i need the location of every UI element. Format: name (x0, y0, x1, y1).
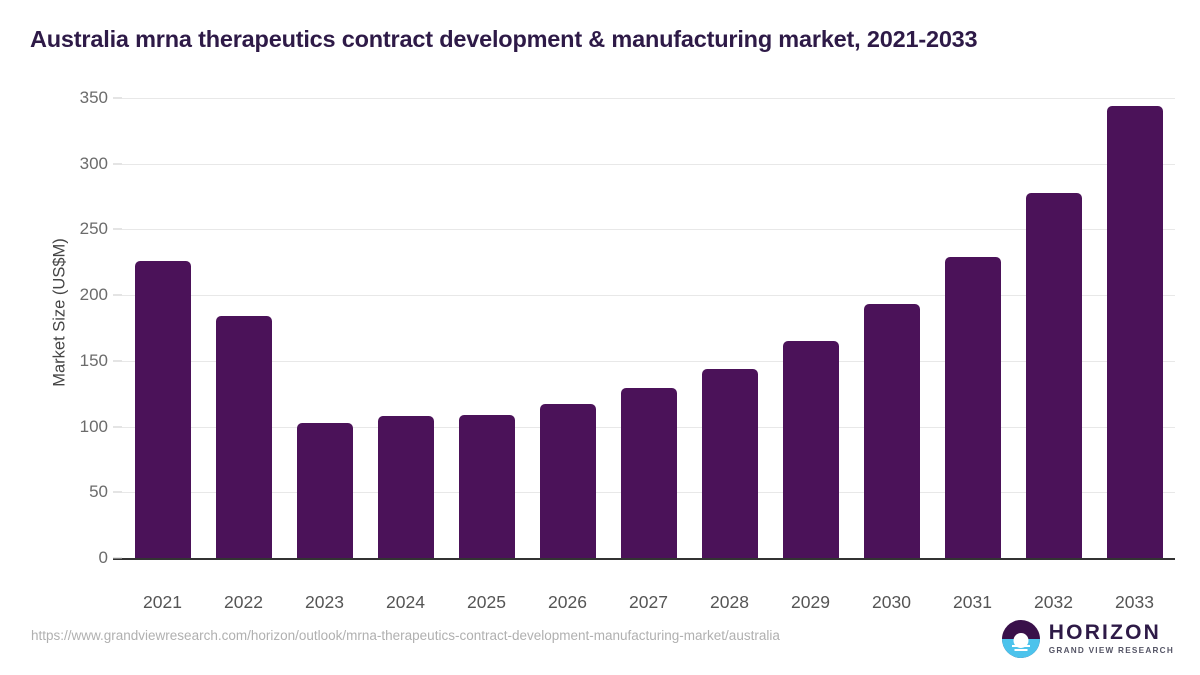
x-axis-tick-label: 2031 (953, 592, 992, 612)
y-axis-tick-label: 300 (79, 153, 108, 173)
bar-slot (689, 88, 770, 558)
bar[interactable] (1106, 105, 1163, 558)
x-axis-tick-label: 2033 (1115, 592, 1154, 612)
bar-series (122, 88, 1175, 588)
plot-area: Market Size (US$M) 0 50 100 150 200 250 300 350 (0, 88, 1200, 588)
bar-slot (527, 88, 608, 558)
bar[interactable] (701, 368, 758, 558)
x-axis-tick-label: 2028 (710, 592, 749, 612)
bar[interactable] (215, 316, 272, 558)
logo-tagline: GRAND VIEW RESEARCH (1048, 646, 1174, 656)
x-axis-tick-label: 2027 (629, 592, 668, 612)
bar[interactable] (134, 260, 191, 558)
y-axis-tick-label: 100 (79, 416, 108, 436)
gridline (122, 229, 1175, 231)
horizon-sunrise-icon (1001, 620, 1040, 658)
x-axis-ticks: 2021 2022 2023 2024 2025 2026 2027 2028 2029 2030… (122, 592, 1175, 618)
bar[interactable] (944, 257, 1001, 558)
page-title: Australia mrna therapeutics contract dev… (30, 26, 978, 52)
x-axis-tick-label: 2021 (143, 592, 182, 612)
y-axis-tick-mark (113, 228, 122, 230)
y-axis-tick-label: 200 (79, 285, 108, 305)
x-axis-tick-label: 2025 (467, 592, 506, 612)
bar[interactable] (782, 341, 839, 558)
bar-slot (851, 88, 932, 558)
x-axis-tick-label: 2029 (791, 592, 830, 612)
bar-slot (1094, 88, 1175, 558)
x-axis-tick-label: 2032 (1034, 592, 1073, 612)
bar-slot (446, 88, 527, 558)
y-axis-tick-mark (113, 294, 122, 296)
y-axis-tick-mark (113, 163, 122, 165)
x-axis-tick-label: 2030 (872, 592, 911, 612)
y-axis-tick-label: 50 (89, 482, 108, 502)
y-axis-tick-mark (113, 491, 122, 493)
bar-slot (203, 88, 284, 558)
bar-slot (1013, 88, 1094, 558)
bar-slot (770, 88, 851, 558)
bar-slot (608, 88, 689, 558)
bar[interactable] (863, 304, 920, 558)
x-axis-tick-label: 2022 (224, 592, 263, 612)
gridline (122, 98, 1175, 99)
gridline (122, 163, 1175, 165)
bar-slot (365, 88, 446, 558)
y-axis-tick-label: 250 (79, 219, 108, 239)
bar[interactable] (539, 404, 596, 558)
logo-wordmark: HORIZON (1048, 621, 1162, 645)
y-axis-tick-mark (113, 360, 122, 362)
y-axis-tick-label: 350 (79, 88, 108, 107)
bar-slot (284, 88, 365, 558)
bar[interactable] (296, 422, 353, 558)
bar-slot (932, 88, 1013, 558)
gridline (122, 295, 1175, 297)
bar-slot (122, 88, 203, 558)
logo-text: HORIZON GRAND VIEW RESEARCH (1049, 622, 1174, 655)
bar[interactable] (620, 388, 677, 558)
x-axis-tick-label: 2023 (305, 592, 344, 612)
x-axis-tick-label: 2026 (548, 592, 587, 612)
y-axis-tick-label: 150 (79, 350, 108, 370)
x-axis-tick-label: 2024 (386, 592, 425, 612)
gridline (122, 360, 1175, 362)
y-axis-tick-mark (113, 426, 122, 428)
horizon-logo: HORIZON GRAND VIEW RESEARCH (1001, 618, 1174, 660)
y-axis-tick-mark (113, 97, 122, 99)
y-axis-tick-label: 0 (98, 548, 108, 567)
bar[interactable] (458, 414, 515, 558)
source-url[interactable]: https://www.grandviewresearch.com/horizo… (31, 628, 780, 643)
bar[interactable] (377, 416, 434, 558)
y-axis-ticks: 0 50 100 150 200 250 300 350 (48, 88, 108, 588)
y-axis-tick-mark (113, 557, 122, 559)
bar[interactable] (1025, 192, 1082, 558)
x-axis-line (113, 558, 1175, 560)
